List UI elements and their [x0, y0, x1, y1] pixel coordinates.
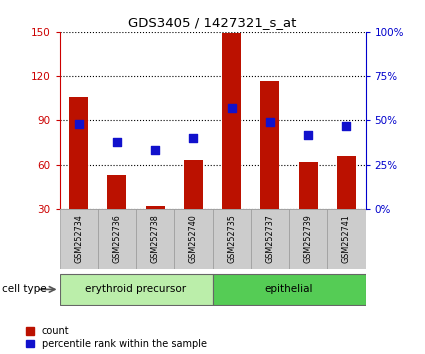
Point: [75, 121, 82, 127]
Point: [228, 105, 235, 111]
Bar: [298, 162, 317, 209]
Text: GSM252738: GSM252738: [150, 215, 160, 263]
Point: [305, 132, 312, 137]
Bar: [174, 209, 212, 269]
Text: GSM252741: GSM252741: [342, 215, 351, 263]
Bar: [337, 156, 356, 209]
Bar: [69, 97, 88, 209]
Text: GDS3405 / 1427321_s_at: GDS3405 / 1427321_s_at: [128, 16, 297, 29]
Text: GSM252734: GSM252734: [74, 215, 83, 263]
Point: [190, 135, 197, 141]
Bar: [327, 209, 366, 269]
Bar: [251, 209, 289, 269]
Bar: [107, 175, 127, 209]
Point: [343, 123, 350, 129]
Bar: [60, 209, 98, 269]
Bar: [136, 209, 174, 269]
Text: GSM252736: GSM252736: [112, 215, 122, 263]
Text: GSM252737: GSM252737: [265, 215, 275, 263]
Text: GSM252735: GSM252735: [227, 215, 236, 263]
Bar: [222, 33, 241, 209]
Text: GSM252740: GSM252740: [189, 215, 198, 263]
Text: erythroid precursor: erythroid precursor: [85, 284, 187, 295]
Bar: [289, 209, 327, 269]
Bar: [212, 209, 251, 269]
Text: GSM252739: GSM252739: [303, 215, 313, 263]
Point: [266, 119, 273, 125]
Text: cell type: cell type: [2, 284, 47, 295]
Bar: [145, 206, 164, 209]
Bar: [212, 274, 366, 304]
Bar: [98, 209, 136, 269]
Bar: [60, 274, 212, 304]
Bar: [184, 160, 203, 209]
Text: epithelial: epithelial: [265, 284, 313, 295]
Point: [113, 139, 120, 144]
Bar: [260, 80, 280, 209]
Point: [152, 148, 159, 153]
Legend: count, percentile rank within the sample: count, percentile rank within the sample: [26, 326, 207, 349]
